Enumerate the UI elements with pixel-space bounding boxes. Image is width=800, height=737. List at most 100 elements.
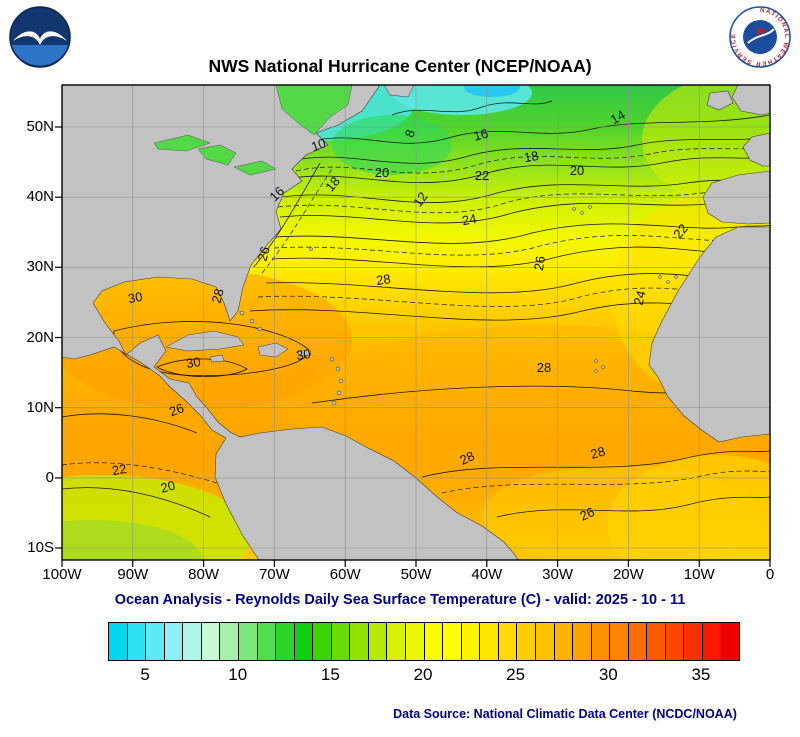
contour-value-label: 26 — [577, 504, 596, 524]
colorbar-cell — [145, 623, 164, 660]
colorbar-tick: 35 — [691, 665, 711, 684]
colorbar-cell — [442, 623, 461, 660]
island-cuba — [165, 330, 245, 352]
colorbar-tick: 30 — [598, 665, 618, 684]
contour-value-label: 28 — [589, 444, 607, 462]
noaa-logo-lower — [11, 45, 69, 66]
axis-ticks — [55, 126, 771, 567]
nws-flag-icon — [757, 27, 768, 35]
colorbar-cell — [200, 623, 220, 660]
contour-value-label: 22 — [111, 461, 128, 478]
colorbar-cell — [237, 623, 257, 660]
land-baffin — [383, 85, 415, 98]
colorbar-cell — [572, 623, 591, 660]
lake-erie-ontario — [233, 160, 277, 176]
contour-value-label: 24 — [631, 289, 649, 307]
azores — [572, 205, 592, 215]
bahamas — [239, 310, 263, 332]
colorbar-cell — [275, 623, 294, 660]
island-puerto-rico — [297, 349, 312, 357]
y-tick-label: 10N — [26, 398, 54, 416]
lesser-antilles — [329, 356, 344, 406]
colorbar-cell — [460, 623, 480, 660]
colorbar-tick: 20 — [413, 665, 433, 684]
noaa-seagull-icon — [13, 31, 67, 45]
colorbar-cell — [163, 623, 183, 660]
colorbar-cell — [293, 623, 313, 660]
colorbar-cell — [367, 623, 387, 660]
colorbar-cell — [609, 623, 628, 660]
colorbar-cell — [479, 623, 498, 660]
map-caption: Ocean Analysis - Reynolds Daily Sea Surf… — [114, 592, 686, 608]
colorbar-cell — [423, 623, 443, 660]
colorbar-cell — [683, 623, 702, 660]
land-iberia — [702, 170, 770, 225]
contour-value-label: 8 — [401, 127, 418, 139]
contour-value-label: 18 — [523, 148, 540, 165]
contour-value-label: 26 — [255, 245, 273, 263]
colorbar-cell — [664, 623, 684, 660]
cape-verde — [594, 359, 605, 373]
y-tick-label: 20N — [26, 328, 54, 346]
y-tick-label: 30N — [26, 258, 54, 276]
canary-islands — [658, 275, 678, 284]
colorbar-cell — [702, 623, 721, 660]
y-tick-label: 0 — [45, 468, 54, 486]
colorbar-cell — [646, 623, 665, 660]
colorbar-cell — [109, 623, 127, 660]
colorbar-cell — [312, 623, 331, 660]
hudson-bay — [275, 85, 353, 136]
contour-value-label: 16 — [472, 126, 490, 144]
nws-swoosh-icon — [747, 28, 775, 44]
contour-value-label: 20 — [375, 165, 389, 180]
land-africa — [648, 226, 770, 443]
colorbar-cell — [330, 623, 350, 660]
colorbar-cell — [126, 623, 146, 660]
contour-value-label: 26 — [531, 255, 548, 272]
colorbar-tick: 15 — [320, 665, 340, 684]
contour-value-label: 28 — [537, 360, 551, 375]
colorbar-tick: 10 — [228, 665, 248, 684]
contour-value-label: 28 — [457, 448, 476, 468]
graticule — [62, 85, 770, 560]
colorbar-cell — [553, 623, 573, 660]
colorbar-cell — [720, 623, 740, 660]
colorbar-cell — [349, 623, 368, 660]
colorbar-cell — [516, 623, 535, 660]
contour-value-label: 22 — [475, 168, 489, 183]
colorbar-cell — [405, 623, 424, 660]
page-title: NWS National Hurricane Center (NCEP/NOAA… — [208, 56, 592, 76]
data-source-footer: Data Source: National Climatic Data Cent… — [393, 707, 737, 721]
noaa-logo-ring — [9, 6, 71, 68]
colorbar-cell — [219, 623, 238, 660]
contour-value-label: 24 — [461, 211, 478, 228]
contour-value-label: 28 — [375, 271, 391, 288]
colorbar-cell — [590, 623, 610, 660]
noaa-logo — [9, 6, 71, 68]
contour-value-label: 28 — [209, 287, 227, 305]
colorbar-tick: 5 — [140, 665, 150, 684]
land-americas — [62, 85, 519, 560]
y-tick-label: 40N — [26, 188, 54, 206]
island-hispaniola — [257, 342, 289, 358]
contour-value-label: 20 — [570, 163, 584, 178]
y-tick-label: 50N — [26, 118, 54, 135]
map-frame — [61, 84, 771, 561]
lake-huron-michigan — [197, 144, 237, 166]
colorbar-cell — [497, 623, 517, 660]
colorbar-cell — [627, 623, 647, 660]
colorbar-tick: 25 — [506, 665, 526, 684]
colorbar-cell — [182, 623, 201, 660]
colorbar-cell — [386, 623, 405, 660]
contour-value-label: 30 — [295, 346, 311, 363]
contour-value-label: 30 — [185, 354, 201, 371]
colorbar — [108, 622, 740, 661]
contour-value-label: 20 — [159, 478, 177, 496]
contour-value-label: 14 — [608, 107, 628, 127]
island-bermuda — [309, 247, 313, 251]
colorbar-cell — [256, 623, 276, 660]
contour-value-label: 12 — [410, 189, 431, 209]
